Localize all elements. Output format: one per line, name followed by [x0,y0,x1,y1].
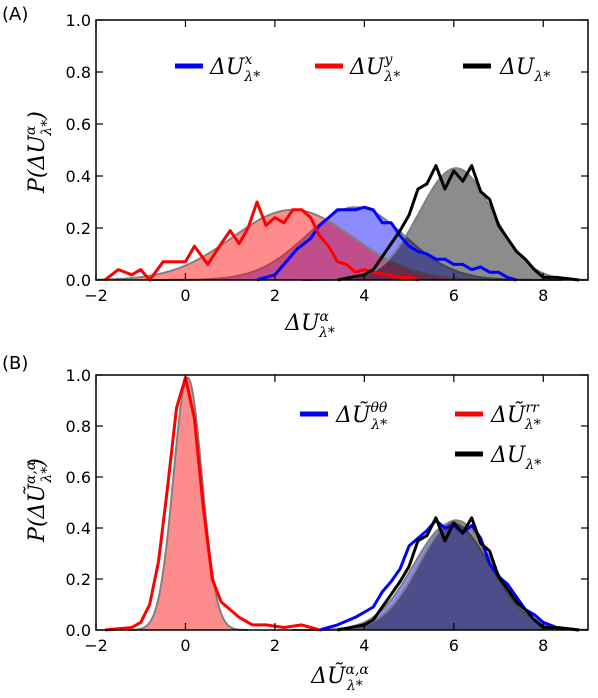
panel-a-ylabel-sup: α [23,125,39,135]
panel-b-xlabel-base: ΔŨ [310,661,347,689]
panel-a: (A) P(ΔUαλ*) −2 0 2 4 6 80.00.20.40.60.81.0 Δ… [2,4,589,341]
panel-b-xtick-label-1: 0 [180,636,190,655]
panel-a-xlabel-sub: λ* [318,325,335,341]
panel-a-ylabel-base: P(ΔU [25,134,50,194]
panel-b-fit-fill-2 [302,520,588,630]
panel-b-series-line-1 [104,376,321,632]
panel-a-axes-frame [95,19,589,281]
panel-b-axes-frame [95,374,589,631]
panel-b-ytick-label-4: 0.8 [66,417,91,436]
legend-b-rr-sup: rr [525,400,540,416]
panel-b-series-line-2 [337,516,580,632]
legend-a-total-base: ΔU [499,55,536,80]
legend-a-label-x: ΔUx λ* [209,52,260,85]
legend-b-rr-base: ΔŨ [490,400,527,428]
legend-b-total-sub: λ* [524,457,541,473]
panel-a-ytick-label-2: 0.4 [66,167,91,186]
panel-a-fit-curve-1 [95,208,547,281]
panel-a-ylabel: P(ΔUαλ*) [23,111,55,194]
legend-a-y-sup: y [383,52,393,68]
panel-b-ytick-label-0: 0.0 [66,621,91,640]
panel-a-xtick-label-1: 0 [180,286,190,305]
legend-b-label-total: ΔUλ* [490,443,541,473]
panel-b-label: (B) [2,353,28,374]
legend-a-x-sub: λ* [243,69,260,85]
panel-b-fit-fill-1 [127,377,248,630]
panel-a-series-line-0 [256,205,517,282]
panel-b-xlabel: ΔŨα,α λ* [310,661,369,694]
legend-a-y-sub: λ* [383,69,400,85]
panel-b-ylabel-sup: α,α [23,460,39,484]
panel-b-plot: −2 0 2 4 6 8 0.0 0.2 0.4 0.6 0.8 1.0 [66,366,589,655]
panel-a-xlabel-sup: α [320,309,330,325]
panel-a-ytick-label-3: 0.6 [66,115,91,134]
panel-a-xtick-label-0: −2 [84,286,108,305]
panel-a-xtick-label-3: 4 [359,286,369,305]
panel-a-ytick-label-0: 0.0 [66,271,91,290]
panel-a-fit-fill-0 [148,207,563,280]
panel-b: (B) P(ΔŨα,αλ*) −2 0 2 4 6 80.00.20.40.60.81.0… [2,353,589,694]
legend-b-theta-base: ΔŨ [335,400,372,428]
panel-b-ylabel-sub: λ* [39,467,55,484]
legend-a-label-total: ΔUλ* [499,55,550,85]
panel-b-fit-curve-1 [127,376,248,631]
panel-b-ytick-label-3: 0.6 [66,468,91,487]
panel-a-xtick-label-4: 6 [449,286,459,305]
panel-b-xtick-label-3: 4 [359,636,369,655]
panel-a-legend: ΔUx λ* ΔUy λ* ΔUλ* [175,52,550,85]
panel-a-fit-curve-0 [148,206,563,281]
panel-a-xtick-label-2: 2 [270,286,280,305]
panel-b-xtick-label-5: 8 [538,636,548,655]
panel-a-series-line-1 [103,200,419,282]
panel-b-ytick-label-2: 0.4 [66,519,91,538]
panel-a-xlabel-base: ΔU [284,311,321,336]
panel-a-xlabel: ΔUα λ* [284,309,335,341]
panel-b-xtick-label-4: 6 [449,636,459,655]
panel-b-ytick-label-5: 1.0 [66,366,91,385]
panel-a-ytick-label-5: 1.0 [66,11,91,30]
legend-b-theta-sup: θθ [370,400,387,416]
panel-a-ylabel-sub: λ* [39,120,55,137]
legend-b-rr-sub: λ* [524,417,541,433]
legend-b-total-base: ΔU [490,443,527,468]
panel-a-label: (A) [2,4,28,25]
panel-a-ytick-label-1: 0.2 [66,219,91,238]
panel-b-xlabel-sup: α,α [346,662,370,678]
panel-b-xtick-label-2: 2 [270,636,280,655]
panel-a-ylabel-close: ) [25,111,50,121]
panel-b-ylabel: P(ΔŨα,αλ*) [22,458,55,543]
legend-b-label-theta: ΔŨθθ λ* [335,400,388,433]
legend-a-total-sub: λ* [533,69,550,85]
panel-b-ytick-label-1: 0.2 [66,570,91,589]
panel-a-ytick-label-4: 0.8 [66,63,91,82]
panel-b-xlabel-sub: λ* [346,678,363,694]
panel-b-xtick-label-0: −2 [84,636,108,655]
legend-b-theta-sub: λ* [370,417,387,433]
panel-b-legend: ΔŨθθ λ* ΔŨrr λ* ΔUλ* [300,400,541,473]
panel-a-plot: −2 0 2 4 6 8 0.0 0.2 0.4 0.6 0.8 1.0 [66,11,589,305]
legend-a-y-base: ΔU [349,55,386,80]
panel-b-ylabel-close: ) [25,458,50,468]
panel-b-ylabel-base: P(ΔŨ [22,483,50,543]
legend-b-label-rr: ΔŨrr λ* [490,400,541,433]
legend-a-x-base: ΔU [209,55,246,80]
panel-a-xtick-label-5: 8 [538,286,548,305]
legend-a-label-y: ΔUy λ* [349,52,400,85]
panel-a-series-line-2 [337,164,580,282]
legend-a-x-sup: x [244,52,252,68]
